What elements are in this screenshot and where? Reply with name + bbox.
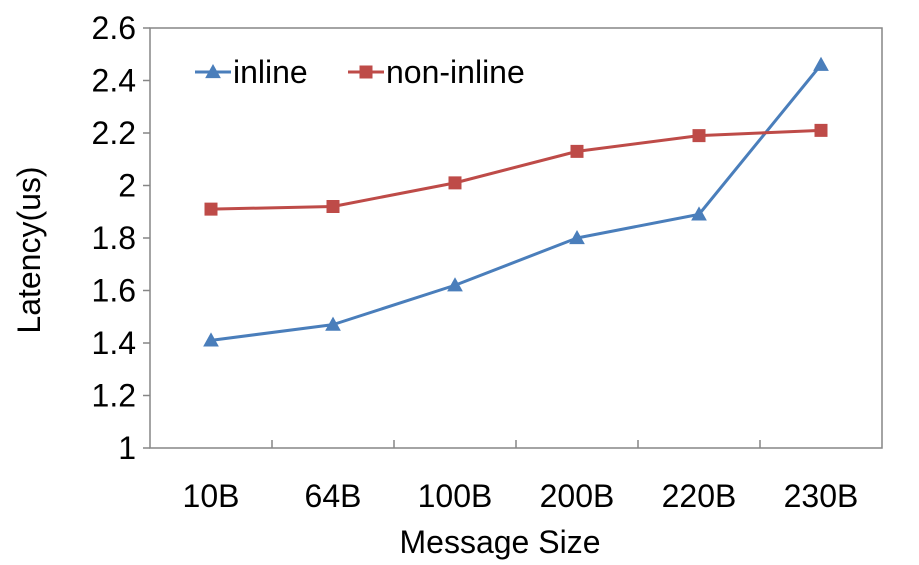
plot-frame — [149, 27, 883, 449]
y-axis-title: Latency(us) — [11, 166, 47, 333]
data-point-marker — [814, 123, 828, 137]
legend-item: inline — [195, 54, 308, 90]
data-point-marker — [570, 144, 584, 158]
legend-label: non-inline — [386, 54, 525, 90]
data-point-marker — [447, 277, 463, 292]
y-tick-label: 2.4 — [92, 63, 136, 99]
y-tick-label: 2.6 — [92, 10, 136, 46]
y-tick-label: 1.2 — [92, 378, 136, 414]
y-tick-label: 1.6 — [92, 273, 136, 309]
x-tick-label: 230B — [784, 478, 859, 514]
data-point-marker — [691, 206, 707, 221]
series-line — [210, 128, 822, 211]
data-point-marker — [813, 56, 829, 71]
axes: 1 1.2 1.4 1.6 1.8 2 2.2 2.4 2.6 10B 64B 100B 200B 220… — [92, 10, 883, 514]
series-line — [210, 63, 823, 342]
y-tick-label: 1.8 — [92, 220, 136, 256]
legend-marker-swatch — [205, 63, 221, 79]
data-point-marker — [204, 202, 218, 216]
y-tick-label: 2.2 — [92, 115, 136, 151]
legend-marker-swatch — [359, 65, 373, 79]
x-tick-label: 220B — [662, 478, 737, 514]
data-point-marker — [325, 316, 341, 331]
y-tick-label: 1 — [118, 430, 136, 466]
x-tick-label: 64B — [305, 478, 362, 514]
y-tick-label: 1.4 — [92, 325, 136, 361]
series-layer — [203, 56, 829, 347]
legend-label: inline — [233, 54, 308, 90]
legend-item: non-inline — [348, 54, 525, 90]
data-point-marker — [203, 332, 219, 347]
data-point-marker — [692, 129, 706, 143]
series-inline — [203, 56, 829, 347]
x-tick-label: 10B — [183, 478, 240, 514]
x-axis-title: Message Size — [400, 524, 601, 560]
x-tick-label: 200B — [540, 478, 615, 514]
series-non-inline — [204, 123, 828, 216]
data-point-marker — [326, 200, 340, 213]
data-point-marker — [569, 229, 585, 245]
data-point-marker — [448, 176, 462, 190]
x-tick-label: 100B — [418, 478, 493, 514]
y-tick-label: 2 — [118, 168, 136, 204]
legend: inline non-inline — [195, 54, 525, 90]
